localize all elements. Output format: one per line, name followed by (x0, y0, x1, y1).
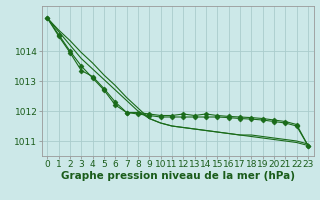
X-axis label: Graphe pression niveau de la mer (hPa): Graphe pression niveau de la mer (hPa) (60, 171, 295, 181)
